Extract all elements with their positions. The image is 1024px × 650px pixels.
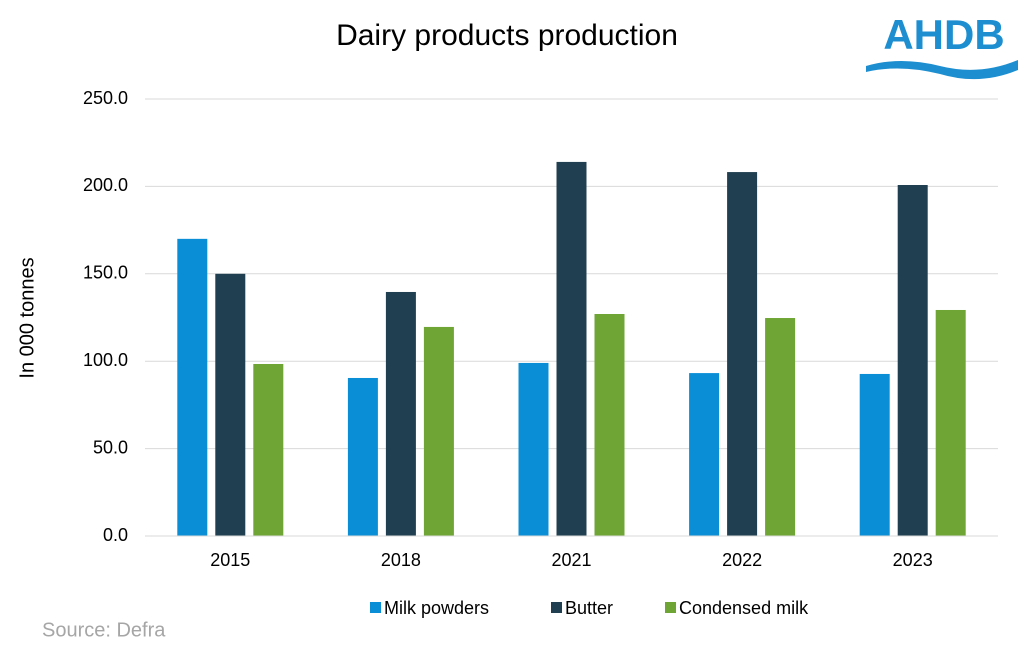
- bar: [897, 185, 928, 537]
- bar: [689, 373, 720, 536]
- x-tick-label: 2015: [210, 550, 250, 570]
- y-tick-label: 150.0: [83, 263, 128, 283]
- x-tick-label: 2021: [551, 550, 591, 570]
- bar: [253, 363, 284, 536]
- bar: [177, 238, 208, 536]
- bar: [935, 309, 966, 536]
- bar: [859, 373, 890, 536]
- legend-label: Butter: [565, 598, 613, 618]
- logo-wave: [866, 60, 1018, 80]
- bar: [215, 273, 246, 536]
- x-tick-label: 2023: [893, 550, 933, 570]
- bar: [518, 362, 549, 536]
- y-axis-label: In 000 tonnes: [16, 257, 38, 378]
- bar: [556, 161, 587, 537]
- bar: [347, 377, 378, 536]
- x-tick-label: 2022: [722, 550, 762, 570]
- legend-label: Condensed milk: [679, 598, 809, 618]
- x-tick-label: 2018: [381, 550, 421, 570]
- bar: [727, 172, 758, 536]
- bar: [385, 291, 416, 536]
- bar: [423, 326, 454, 536]
- y-tick-label: 250.0: [83, 88, 128, 108]
- bar: [765, 318, 796, 536]
- chart-title: Dairy products production: [336, 19, 678, 52]
- y-tick-label: 100.0: [83, 350, 128, 370]
- bar: [594, 314, 625, 536]
- legend-swatch: [370, 602, 381, 613]
- legend-swatch: [665, 602, 676, 613]
- y-tick-label: 50.0: [93, 437, 128, 457]
- legend-swatch: [551, 602, 562, 613]
- y-tick-label: 0.0: [103, 525, 128, 545]
- y-tick-label: 200.0: [83, 175, 128, 195]
- logo-text: AHDB: [883, 11, 1004, 58]
- legend-label: Milk powders: [384, 598, 489, 618]
- logo: AHDB: [866, 11, 1018, 80]
- source: Source: Defra: [42, 619, 166, 641]
